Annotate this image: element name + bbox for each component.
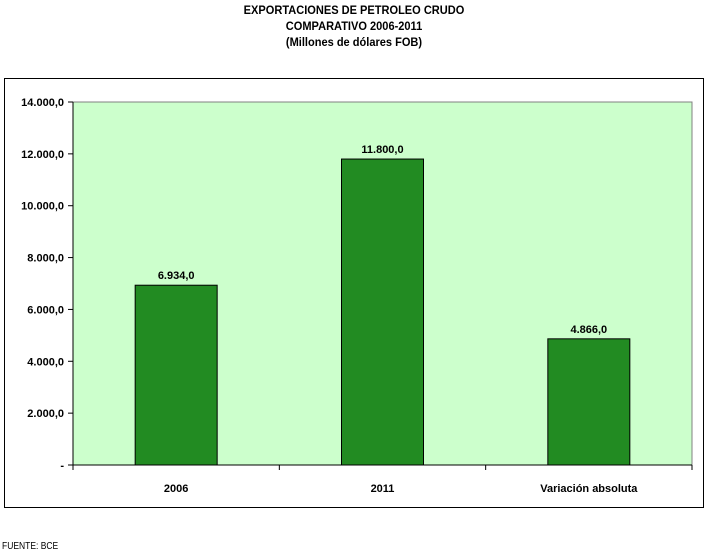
- y-tick-label: 14.000,0: [21, 97, 64, 109]
- y-tick-label: 10.000,0: [21, 201, 64, 213]
- bar: [134, 284, 218, 466]
- chart-title-line-2: COMPARATIVO 2006-2011: [285, 19, 423, 33]
- y-tick-label: 2.000,0: [27, 408, 64, 420]
- y-tick-label: 8.000,0: [27, 253, 64, 265]
- chart-title-line-1: EXPORTACIONES DE PETROLEO CRUDO: [243, 3, 465, 17]
- y-tick-label: 6.000,0: [27, 304, 64, 316]
- bar: [547, 338, 631, 466]
- x-tick-label: 2006: [164, 483, 188, 495]
- bar: [341, 158, 424, 466]
- y-tick-label: 4.000,0: [27, 356, 64, 368]
- data-label: 4.866,0: [570, 324, 607, 336]
- chart-title: EXPORTACIONES DE PETROLEO CRUDO COMPARAT…: [0, 2, 708, 50]
- x-tick-label: Variación absoluta: [540, 483, 638, 495]
- data-label: 11.800,0: [361, 144, 403, 156]
- y-tick-label: -: [60, 460, 64, 472]
- data-label: 6.934,0: [158, 270, 195, 282]
- y-tick-label: 12.000,0: [21, 149, 64, 161]
- source-note: FUENTE: BCE: [2, 541, 59, 552]
- x-tick-label: 2011: [371, 483, 395, 495]
- chart-title-line-3: (Millones de dólares FOB): [285, 35, 423, 49]
